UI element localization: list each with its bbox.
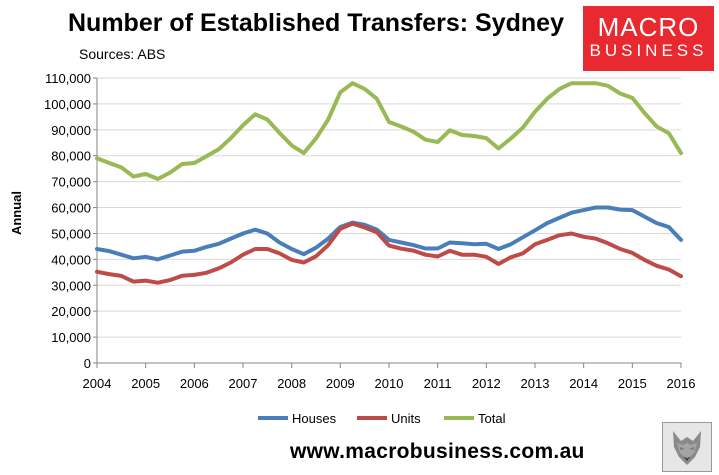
x-tick-label: 2012: [472, 376, 501, 391]
y-tick-label: 70,000: [51, 175, 91, 190]
y-tick-label: 10,000: [51, 330, 91, 345]
series-lines: [95, 81, 683, 285]
series-line-total: [95, 81, 683, 181]
x-tick-label: 2006: [180, 376, 209, 391]
x-tick-label: 2011: [424, 376, 452, 391]
y-tick-labels: 0 10,000 20,000 30,000 40,000 50,000 60,000 70,…: [44, 71, 91, 371]
footer-url: www.macrobusiness.com.au: [290, 440, 585, 463]
macrobusiness-logo: MACRO BUSINESS: [583, 6, 714, 71]
y-tick-label: 50,000: [51, 226, 91, 241]
series-line-houses: [95, 205, 683, 262]
y-tick-label: 60,000: [51, 201, 91, 216]
logo-line-2: BUSINESS: [589, 41, 708, 60]
x-tick-label: 2010: [375, 376, 404, 391]
y-axis-label: Annual: [9, 191, 24, 235]
logo-line-1: MACRO: [597, 12, 700, 42]
legend-label-units: Units: [391, 411, 421, 426]
chart-source: Sources: ABS: [79, 46, 166, 62]
x-tick-label: 2005: [131, 376, 160, 391]
x-tick-labels: 2004 2005 2006 2007 2008 2009 2010 2011 2012 2013…: [83, 376, 696, 391]
x-tick-label: 2015: [618, 376, 647, 391]
x-tick-label: 2014: [569, 376, 598, 391]
legend: Houses Units Total: [258, 411, 506, 426]
x-tick-label: 2016: [667, 376, 696, 391]
y-tick-label: 90,000: [51, 123, 91, 138]
axes: [93, 77, 682, 368]
y-tick-label: 0: [84, 356, 91, 371]
x-tick-label: 2008: [277, 376, 306, 391]
y-tick-label: 100,000: [44, 97, 91, 112]
x-tick-label: 2004: [83, 376, 112, 391]
grid-lines: [97, 77, 681, 338]
legend-label-total: Total: [478, 411, 506, 426]
chart-title: Number of Established Transfers: Sydney: [68, 9, 564, 37]
x-tick-label: 2007: [229, 376, 258, 391]
wolf-logo-icon: [662, 422, 712, 472]
series-line-units: [95, 221, 683, 285]
y-tick-label: 30,000: [51, 278, 91, 293]
y-tick-label: 20,000: [51, 304, 91, 319]
y-tick-label: 40,000: [51, 252, 91, 267]
x-tick-label: 2009: [326, 376, 355, 391]
x-tick-label: 2013: [521, 376, 550, 391]
legend-label-houses: Houses: [292, 411, 337, 426]
y-tick-label: 110,000: [45, 71, 91, 86]
y-tick-label: 80,000: [51, 149, 91, 164]
